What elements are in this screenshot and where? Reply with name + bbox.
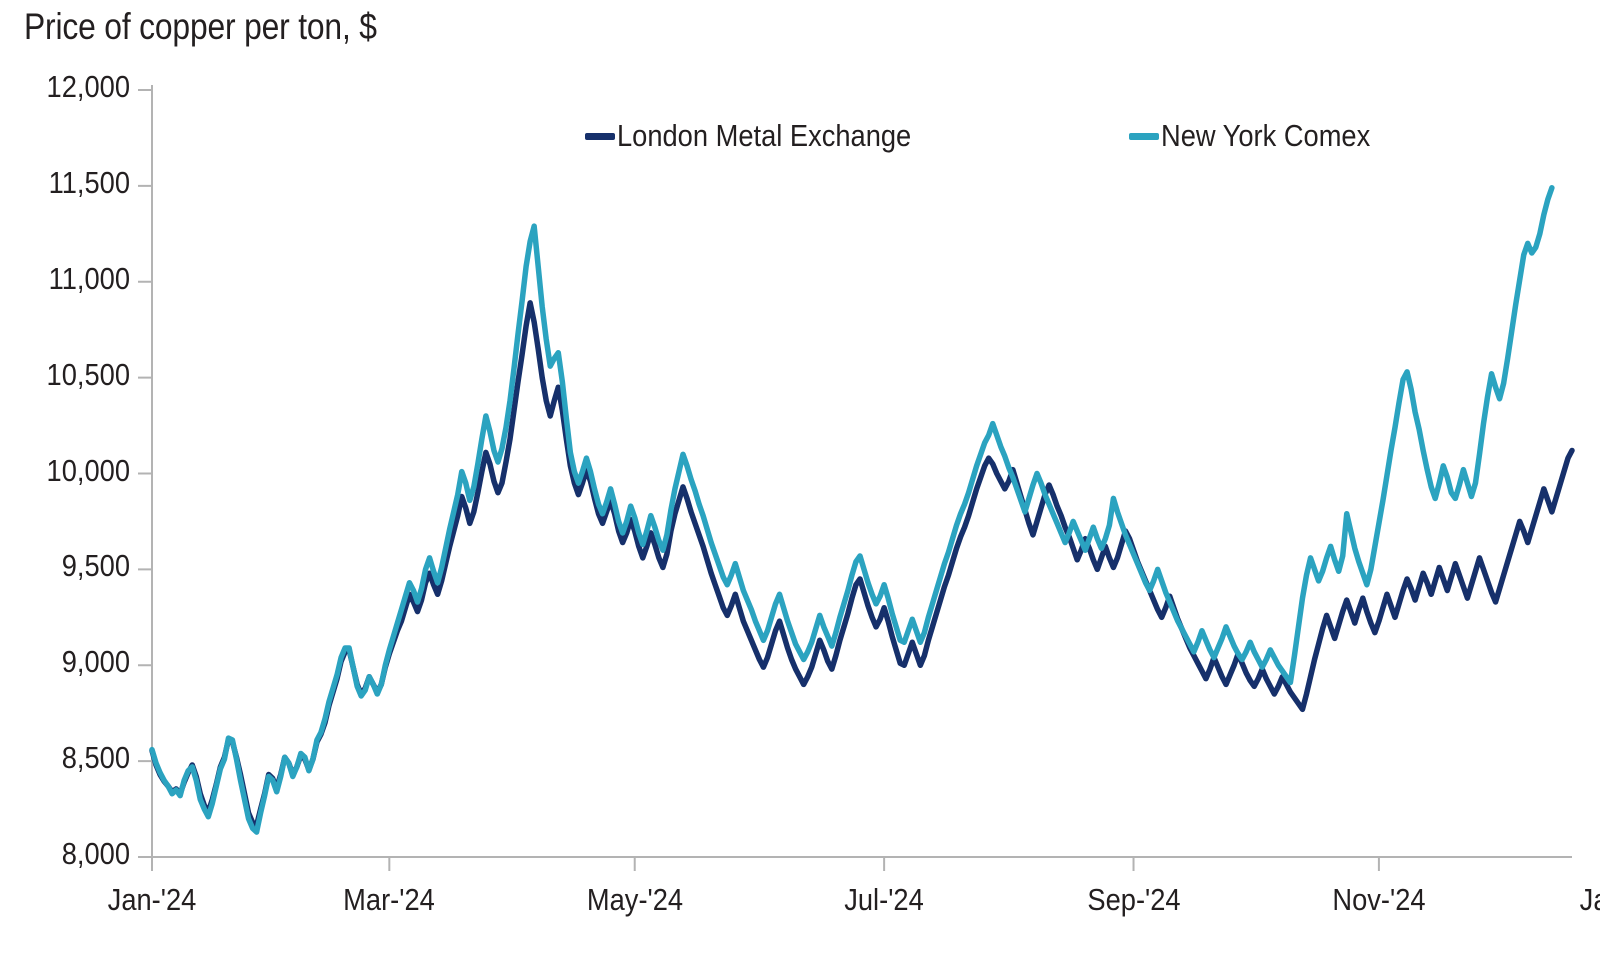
y-axis-tick-label: 12,000: [46, 69, 130, 104]
y-axis-tick-label: 10,000: [46, 452, 130, 488]
legend-swatch-london-metal-exchange: [585, 132, 615, 140]
x-axis-tick-label: May-'24: [586, 882, 683, 917]
y-axis-tick-label: 9,000: [61, 644, 130, 680]
legend-item-london-metal-exchange[interactable]: London Metal Exchange: [585, 118, 951, 154]
y-axis-tick-label: 11,500: [48, 164, 131, 200]
y-axis-tick-label: 8,000: [61, 836, 130, 871]
y-axis-tick-label: 9,500: [61, 548, 130, 584]
x-axis-tick-label: Jan-'25: [1579, 882, 1600, 917]
legend-label-new-york-comex: New York Comex: [1161, 118, 1371, 153]
chart-title: Price of copper per ton, $: [24, 6, 377, 47]
x-axis-tick-label: Mar-'24: [343, 882, 436, 917]
x-axis-tick-label: Nov-'24: [1332, 882, 1426, 917]
series-line-new-york-comex: [149, 185, 1555, 835]
y-axis-tick-label: 8,500: [61, 740, 130, 776]
x-axis-tick-label: Sep-'24: [1086, 882, 1181, 917]
y-axis-tick-label: 10,500: [46, 356, 130, 392]
legend-label-london-metal-exchange: London Metal Exchange: [617, 118, 912, 153]
legend-item-new-york-comex[interactable]: New York Comex: [1129, 118, 1399, 154]
y-axis-tick-label: 11,000: [48, 260, 131, 296]
chart-legend: London Metal Exchange New York Comex: [585, 118, 1399, 154]
x-axis-tick-label: Jul-'24: [844, 882, 924, 917]
legend-swatch-new-york-comex: [1129, 132, 1160, 140]
x-axis-tick-label: Jan-'24: [107, 882, 197, 917]
